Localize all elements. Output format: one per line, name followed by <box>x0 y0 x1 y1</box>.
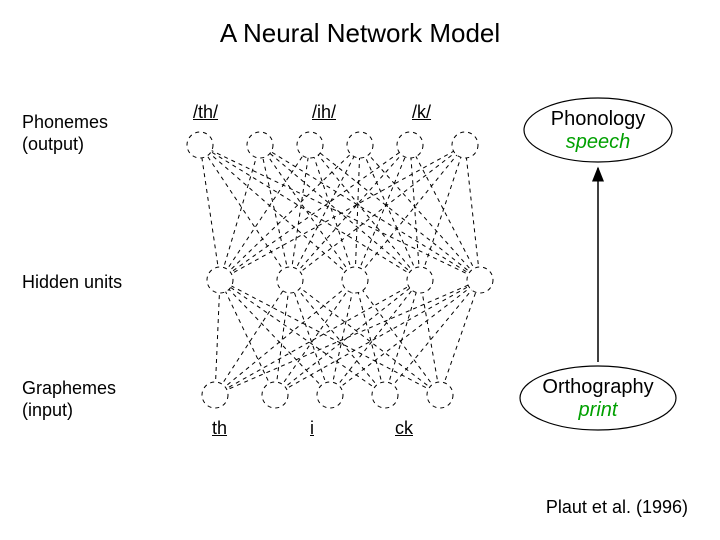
network-edges <box>200 145 480 395</box>
network-svg <box>0 0 720 540</box>
